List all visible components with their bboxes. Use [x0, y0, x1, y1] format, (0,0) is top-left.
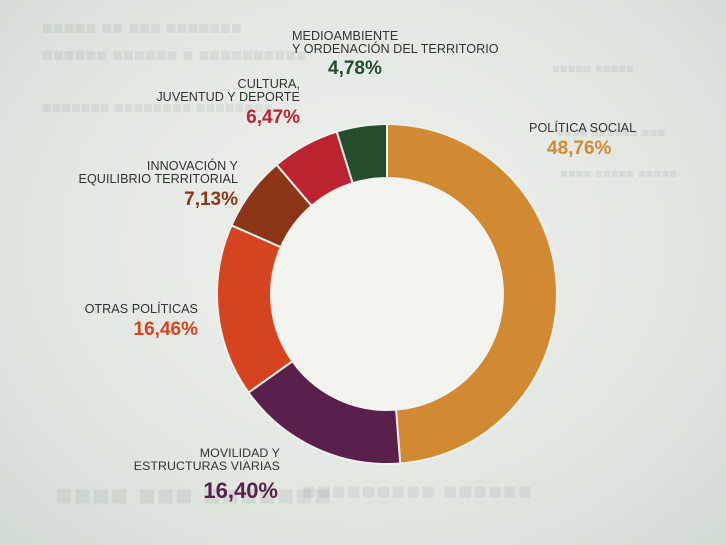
background-ghost-text-2: ■■■■■■ ■■■■■■ ■ ■■■■■■■■■■ — [42, 45, 308, 65]
background-ghost-text-6: ■■■■ ■■■■■ ■■■■■ — [560, 166, 678, 181]
segment-value-politica-social: 48,76% — [547, 138, 612, 160]
background-ghost-text-4: ■■■■■ ■■■■■ — [552, 61, 635, 76]
background-ghost-text-7: ■■■■ ■■■ ■■■■■■■ — [55, 480, 333, 512]
segment-label-medioambiente: MEDIOAMBIENTE Y ORDENACIÓN DEL TERRITORI… — [292, 29, 542, 80]
donut-hole — [271, 178, 503, 410]
segment-name-innovacion: INNOVACIÓN Y EQUILIBRIO TERRITORIAL — [78, 159, 238, 187]
segment-label-innovacion: INNOVACIÓN Y EQUILIBRIO TERRITORIAL 7,13… — [63, 159, 239, 211]
segment-value-otras-politicas: 16,46% — [133, 319, 198, 341]
segment-value-medioambiente: 4,78% — [328, 58, 382, 80]
segment-value-movilidad: 16,40% — [203, 478, 278, 504]
segment-label-politica-social: POLÍTICA SOCIAL 48,76% — [529, 121, 679, 160]
segment-value-innovacion: 7,13% — [184, 189, 238, 211]
segment-name-cultura: CULTURA, JUVENTUD Y DEPORTE — [156, 77, 300, 105]
segment-name-otras-politicas: OTRAS POLÍTICAS — [84, 302, 198, 316]
background-ghost-text-1: ■■■■■ ■■ ■■■ ■■■■■■■ — [42, 18, 242, 38]
segment-name-movilidad: MOVILIDAD Y ESTRUCTURAS VIARIAS — [133, 446, 280, 474]
background-ghost-text-8: ■■■■■■■■■ ■■■■■■ — [302, 478, 533, 504]
background-ghost-text-5: ■■■■ ■■■■■■ ■■■ — [556, 125, 666, 140]
background-ghost-text-3: ■■■■■■■ ■■■■■■■■ ■■■■■■■■ — [42, 100, 274, 117]
segment-name-politica-social: POLÍTICA SOCIAL — [529, 121, 637, 135]
segment-label-otras-politicas: OTRAS POLÍTICAS 16,46% — [68, 302, 198, 341]
segment-value-cultura: 6,47% — [246, 107, 300, 129]
segment-name-medioambiente: MEDIOAMBIENTE Y ORDENACIÓN DEL TERRITORI… — [292, 29, 499, 57]
segment-label-cultura: CULTURA, JUVENTUD Y DEPORTE 6,47% — [135, 77, 300, 129]
segment-label-movilidad: MOVILIDAD Y ESTRUCTURAS VIARIAS 16,40% — [90, 446, 280, 504]
